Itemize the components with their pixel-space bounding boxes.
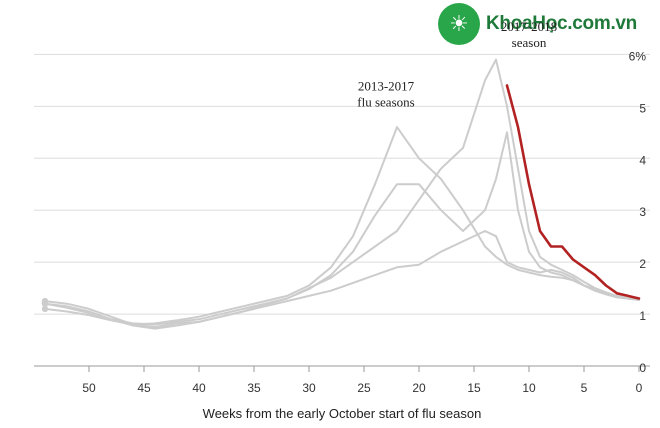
y-tick-0: 0 — [639, 361, 646, 375]
gridlines — [34, 53, 650, 367]
annotation-2-line-1: 2017-2018 — [501, 19, 557, 34]
x-tick-40: 40 — [192, 381, 206, 395]
annotation-1-line-1: 2013-2017 — [358, 79, 415, 94]
y-tick-3: 3 — [639, 205, 646, 219]
series-line-past-1 — [44, 230, 640, 328]
x-axis-title: Weeks from the early October start of fl… — [203, 406, 482, 421]
y-tick-2: 2 — [639, 257, 646, 271]
x-tick-30: 30 — [302, 381, 316, 395]
x-tick-5: 5 — [581, 381, 588, 395]
y-tick-5: 5 — [639, 101, 646, 115]
x-tick-20: 20 — [412, 381, 426, 395]
series-line-past-2 — [44, 58, 640, 326]
watermark-text: KhoaHọc.com.vn — [486, 13, 637, 34]
series-start-point-4 — [41, 300, 49, 307]
x-tick-50: 50 — [82, 381, 96, 395]
annotation-1-line-2: flu seasons — [357, 95, 414, 110]
lightbulb-icon: ☀ — [438, 3, 480, 45]
y-tick-4: 4 — [639, 153, 646, 167]
x-tick-15: 15 — [467, 381, 481, 395]
x-tick-25: 25 — [357, 381, 371, 395]
watermark: ☀ KhoaHọc.com.vn — [438, 0, 660, 48]
x-tick-45: 45 — [137, 381, 151, 395]
x-tick-35: 35 — [247, 381, 261, 395]
x-tick-labels: 50 45 40 35 30 25 20 15 10 5 0 — [82, 366, 643, 395]
y-tick-6: 6% — [629, 49, 647, 63]
annotation-2-line-2: season — [512, 35, 547, 50]
y-tick-1: 1 — [639, 309, 646, 323]
series-line-past-4 — [44, 131, 640, 330]
y-tick-labels: 0 1 2 3 4 5 6% — [629, 49, 647, 375]
series-line-2017-2018 — [505, 84, 641, 300]
series-lines — [41, 58, 641, 330]
x-tick-10: 10 — [522, 381, 536, 395]
x-tick-0: 0 — [636, 381, 643, 395]
series-start-point-3 — [41, 305, 49, 313]
series-line-past-3 — [44, 126, 640, 326]
